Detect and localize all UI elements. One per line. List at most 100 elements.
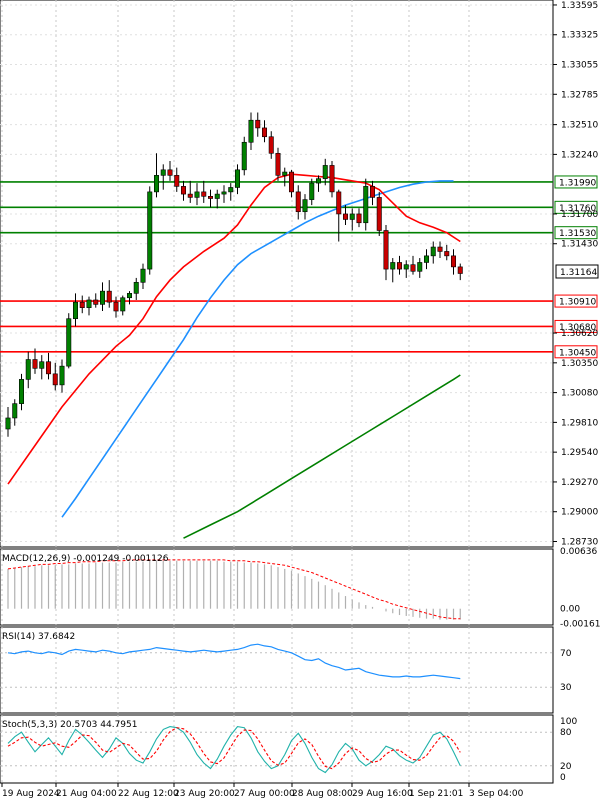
macd-tick-label: 0.00636 — [560, 547, 597, 557]
candle-body — [66, 318, 72, 367]
candle-body — [349, 213, 355, 220]
time-tick-label: 22 Aug 12:00 — [118, 789, 179, 799]
candle-body — [248, 119, 254, 143]
candle-body — [322, 165, 328, 179]
candle — [25, 351, 31, 389]
candle-body — [73, 301, 79, 320]
stoch-tick-label: 0 — [560, 773, 566, 783]
level-tag: 1.31990 — [559, 178, 596, 188]
candle-body — [376, 197, 382, 231]
level-tag: 1.30680 — [559, 323, 596, 333]
candle-body — [160, 169, 166, 176]
candle-body — [18, 379, 24, 404]
level-tag: 1.31530 — [559, 229, 596, 239]
stoch-tick-label: 100 — [560, 717, 577, 727]
candle — [201, 180, 207, 203]
candle — [275, 147, 281, 181]
candle — [369, 180, 375, 206]
time-tick-label: 19 Aug 2024 — [2, 789, 60, 799]
candle-body — [329, 165, 335, 193]
candle — [18, 373, 24, 411]
rsi-indicator: 70 30 — [0, 643, 572, 693]
candle — [5, 406, 11, 437]
candle — [106, 280, 112, 308]
level-tag: 1.30910 — [559, 298, 596, 308]
candle — [417, 258, 423, 278]
candle — [302, 194, 308, 220]
candle-body — [315, 178, 321, 184]
candle — [181, 180, 187, 201]
candle-body — [396, 262, 402, 270]
candle-body — [403, 264, 409, 270]
candle — [403, 260, 409, 278]
candle-body — [120, 297, 126, 312]
price-axis: 1.33595 1.33325 1.33055 1.32785 1.32510 1.322… — [553, 1, 598, 547]
current-price-tag: 1.31164 — [560, 268, 597, 278]
main-panel-frame — [0, 0, 554, 548]
price-tick-label: 1.31430 — [561, 240, 598, 250]
candle-body — [241, 141, 247, 171]
candle-body — [39, 361, 45, 369]
level-tag-bg — [554, 294, 598, 308]
candle — [32, 348, 38, 374]
candle-body — [282, 171, 288, 176]
candle-body — [194, 191, 200, 198]
candle-body — [45, 361, 51, 375]
stoch-tick-label: 20 — [560, 762, 572, 772]
support-resistance-levels: 1.31990 1.31760 1.31530 1.30910 1.30680 1.304… — [0, 175, 598, 359]
candle — [315, 175, 321, 192]
candle — [457, 263, 463, 281]
candle — [39, 355, 45, 380]
candle-body — [147, 191, 153, 270]
price-tick-label: 1.33325 — [561, 31, 598, 41]
candle-body — [86, 299, 92, 308]
candle-body — [450, 255, 456, 268]
candle — [45, 352, 51, 380]
price-tick-label: 1.32240 — [561, 150, 598, 160]
rsi-tick-label: 30 — [560, 683, 572, 693]
candle-body — [390, 262, 396, 270]
candle-body — [275, 152, 281, 176]
price-tick-label: 1.31700 — [561, 210, 598, 220]
price-tick-label: 1.29000 — [561, 508, 598, 518]
candle — [221, 185, 227, 203]
level-tag: 1.30450 — [559, 348, 596, 358]
rsi-title: RSI(14) 37.6842 — [2, 632, 75, 642]
candle-body — [309, 182, 315, 200]
candle — [154, 153, 160, 198]
candle — [93, 293, 99, 308]
candle — [396, 255, 402, 275]
candle-body — [410, 264, 416, 272]
candle-body — [187, 193, 193, 198]
stoch-tick-label: 80 — [560, 728, 572, 738]
candle — [363, 178, 369, 231]
candle — [73, 293, 79, 327]
candle-body — [5, 417, 11, 430]
candle — [127, 291, 133, 305]
stoch-main-line — [7, 726, 461, 774]
candle-body — [12, 403, 18, 419]
candle-body — [25, 359, 31, 380]
candle — [120, 295, 126, 316]
candle — [133, 277, 139, 300]
candle — [309, 178, 315, 206]
ma-slow-line — [183, 374, 461, 539]
candle — [288, 169, 294, 198]
candle-body — [437, 246, 443, 252]
candle — [255, 112, 261, 137]
candle — [322, 158, 328, 186]
candle — [248, 112, 254, 150]
price-tick-label: 1.32510 — [561, 121, 598, 131]
candle-body — [363, 186, 369, 224]
macd-indicator: 0.00636 0.00 -0.001612 — [7, 547, 600, 629]
candle-body — [336, 191, 342, 215]
candle — [100, 282, 106, 311]
level-tag-bg — [554, 345, 598, 359]
candle — [430, 241, 436, 264]
candle — [187, 180, 193, 203]
candle-body — [221, 191, 227, 195]
candle-body — [342, 213, 348, 220]
candle — [444, 244, 450, 261]
candle-body — [423, 255, 429, 263]
